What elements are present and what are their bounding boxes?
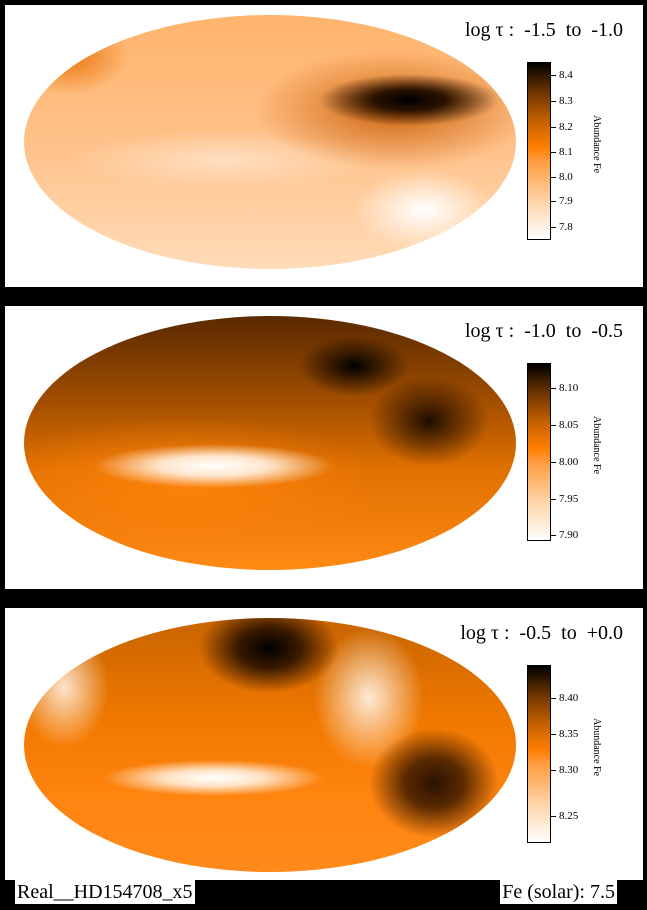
panel-title-3: log τ : -0.5 to +0.0 bbox=[460, 622, 623, 644]
colorbar-2 bbox=[527, 363, 551, 541]
colorbar-label-1: Abundance Fe bbox=[591, 115, 602, 174]
colorbar-3 bbox=[527, 665, 551, 843]
surface-map-2 bbox=[24, 316, 516, 570]
colorbar-tick bbox=[550, 177, 556, 178]
surface-map-1 bbox=[24, 15, 516, 269]
colorbar-tick-label: 8.25 bbox=[559, 810, 579, 822]
panel-title-1: log τ : -1.5 to -1.0 bbox=[464, 19, 623, 41]
surface-map-3 bbox=[24, 618, 516, 872]
star-id-label: Real__HD154708_x5 bbox=[15, 880, 195, 904]
colorbar-tick-label: 8.00 bbox=[559, 456, 579, 468]
colorbar-tick bbox=[550, 101, 556, 102]
colorbar-tick bbox=[550, 227, 556, 228]
colorbar-tick-label: 8.0 bbox=[559, 171, 573, 183]
colorbar-tick-label: 8.4 bbox=[559, 69, 573, 81]
colorbar-tick-label: 8.40 bbox=[559, 692, 579, 704]
colorbar-label-3: Abundance Fe bbox=[591, 718, 602, 777]
colorbar-tick-label: 8.05 bbox=[559, 419, 579, 431]
colorbar-tick-label: 8.35 bbox=[559, 728, 579, 740]
colorbar-tick bbox=[550, 152, 556, 153]
colorbar-tick bbox=[550, 425, 556, 426]
map-panel-1: log τ : -1.5 to -1.0 8.4 8.3 8.2 8.1 8.0… bbox=[5, 5, 643, 287]
colorbar-tick-label: 8.10 bbox=[559, 382, 579, 394]
colorbar-tick bbox=[550, 734, 556, 735]
colorbar-tick-label: 8.30 bbox=[559, 764, 579, 776]
colorbar-tick-label: 8.2 bbox=[559, 121, 573, 133]
map-panel-3: log τ : -0.5 to +0.0 8.40 8.35 8.30 8.25… bbox=[5, 608, 643, 880]
colorbar-tick bbox=[550, 201, 556, 202]
colorbar-tick bbox=[550, 462, 556, 463]
colorbar-tick-label: 7.8 bbox=[559, 221, 573, 233]
colorbar-tick bbox=[550, 499, 556, 500]
colorbar-label-2: Abundance Fe bbox=[591, 416, 602, 475]
colorbar-tick bbox=[550, 770, 556, 771]
colorbar-tick bbox=[550, 816, 556, 817]
colorbar-tick-label: 7.9 bbox=[559, 195, 573, 207]
colorbar-tick-label: 7.95 bbox=[559, 493, 579, 505]
colorbar-tick-label: 7.90 bbox=[559, 529, 579, 541]
colorbar-tick bbox=[550, 388, 556, 389]
colorbar-tick-label: 8.1 bbox=[559, 146, 573, 158]
map-panel-2: log τ : -1.0 to -0.5 8.10 8.05 8.00 7.95… bbox=[5, 306, 643, 589]
panel-title-2: log τ : -1.0 to -0.5 bbox=[464, 320, 623, 342]
colorbar-tick-label: 8.3 bbox=[559, 95, 573, 107]
colorbar-tick bbox=[550, 127, 556, 128]
colorbar-tick bbox=[550, 75, 556, 76]
solar-abundance-label: Fe (solar): 7.5 bbox=[500, 880, 617, 904]
colorbar-tick bbox=[550, 535, 556, 536]
colorbar-tick bbox=[550, 698, 556, 699]
colorbar-1 bbox=[527, 62, 551, 240]
